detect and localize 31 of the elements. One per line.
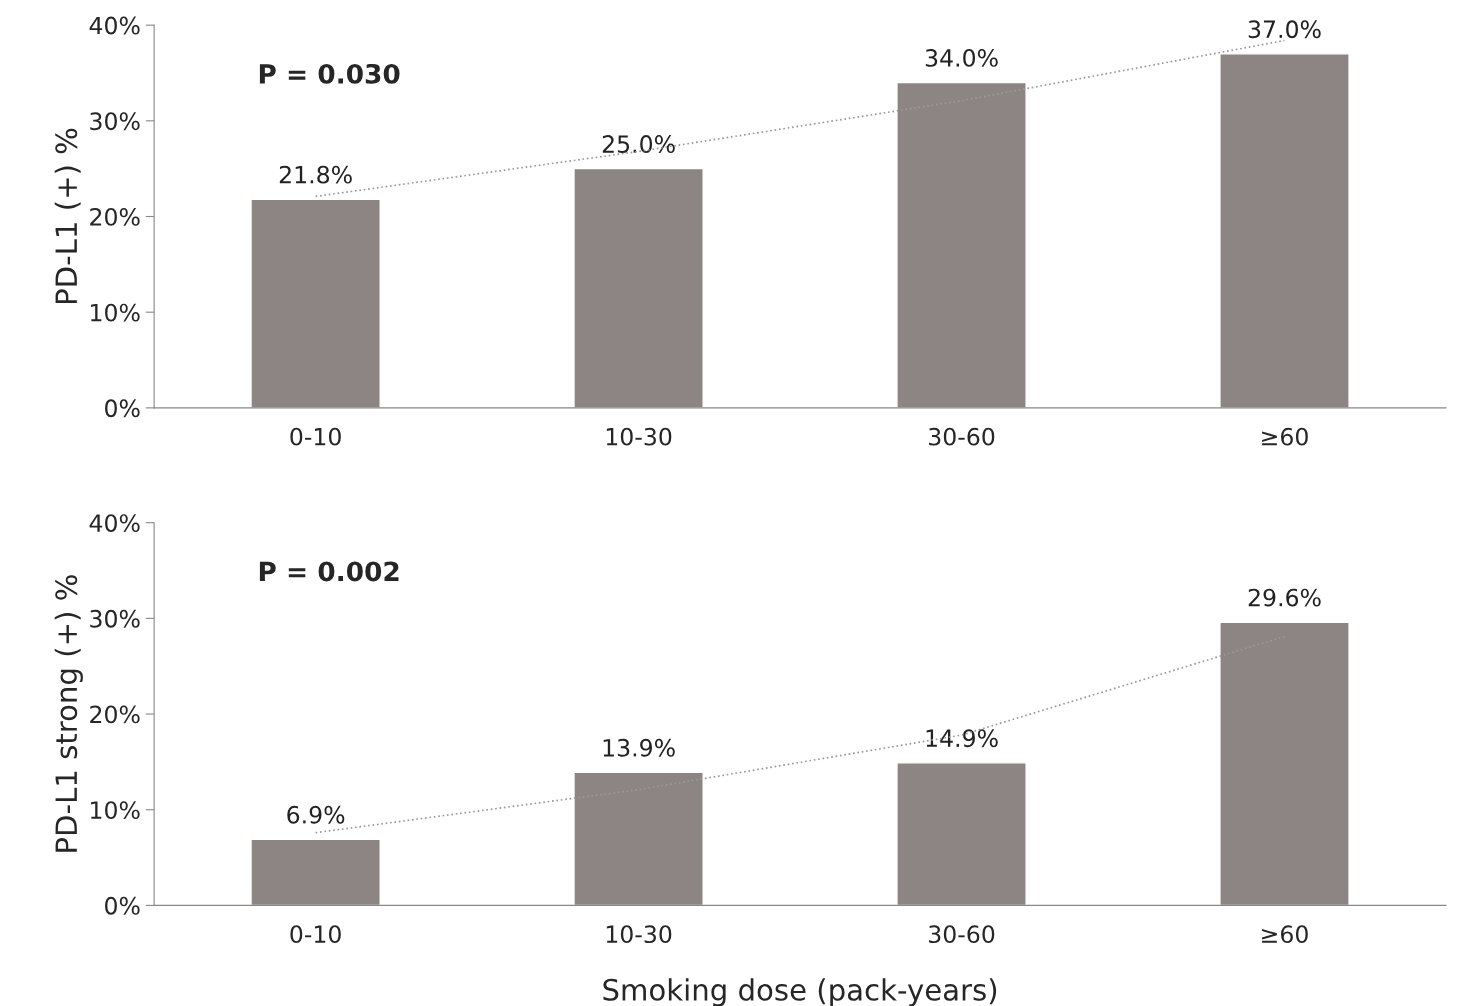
- data-label: 29.6%: [1248, 588, 1321, 607]
- y-tick-label: 10%: [91, 801, 140, 820]
- x-tick-label: ≥60: [1262, 427, 1308, 446]
- data-label: 25.0%: [602, 135, 675, 153]
- data-label: 13.9%: [603, 738, 675, 757]
- x-tick-label: ≥60: [1262, 925, 1308, 944]
- x-tick-label: 30-60: [929, 925, 995, 944]
- data-label: 6.9%: [287, 805, 345, 824]
- y-tick-label: 20%: [90, 705, 140, 724]
- y-axis-title: PD-L1 strong (+) %: [54, 575, 83, 852]
- y-tick-label: 40%: [89, 16, 140, 35]
- y-axis-title: PD-L1 (+) %: [54, 128, 81, 304]
- x-tick-label: 0-10: [290, 427, 341, 446]
- y-tick-label: 30%: [90, 609, 140, 628]
- annotation: P = 0.002: [259, 561, 399, 582]
- data-label: 14.9%: [926, 729, 998, 748]
- x-tick-label: 30-60: [929, 427, 995, 446]
- x-tick-label: 10-30: [606, 427, 672, 446]
- y-tick-label: 30%: [90, 112, 140, 131]
- data-label: 21.8%: [279, 165, 352, 184]
- annotation: P = 0.030: [259, 63, 400, 84]
- data-label: 37.0%: [1248, 20, 1321, 39]
- x-axis-title: Smoking dose (pack-years): [603, 978, 997, 1006]
- y-tick-label: 20%: [90, 207, 140, 226]
- data-label: 34.0%: [925, 49, 998, 67]
- x-tick-label: 0-10: [290, 925, 341, 944]
- y-tick-label: 10%: [91, 303, 140, 322]
- y-tick-label: 40%: [89, 514, 140, 532]
- y-tick-label: 0%: [105, 399, 140, 418]
- x-tick-label: 10-30: [606, 925, 672, 944]
- y-tick-label: 0%: [105, 896, 140, 915]
